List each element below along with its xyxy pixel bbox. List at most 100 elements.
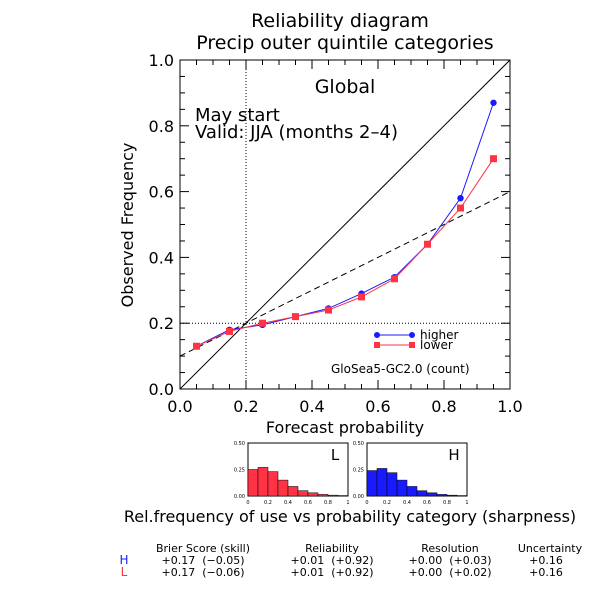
histogram-y-tick-label: 0.50 bbox=[234, 441, 245, 447]
y-tick-label: 1.0 bbox=[149, 51, 174, 70]
score-row-l-label: L bbox=[121, 565, 128, 579]
histogram-y-tick-label: 0.25 bbox=[353, 468, 364, 474]
histogram-bar bbox=[307, 492, 319, 497]
legend-higher-label: higher bbox=[420, 328, 459, 342]
main-axis-ticks: 0.0 0.2 0.4 0.6 0.8 1.0 0.0 0.2 0.4 0.6 0.8 1.0 bbox=[149, 51, 523, 416]
y-tick-label: 0.6 bbox=[149, 183, 174, 202]
score-header-resolution: Resolution bbox=[421, 542, 479, 555]
model-label: GloSea5-GC2.0 (count) bbox=[331, 362, 470, 376]
legend-lower-label: lower bbox=[420, 338, 453, 352]
legend-higher-marker-b bbox=[409, 332, 415, 338]
score-h-brier: +0.17 (−0.05) bbox=[162, 554, 245, 567]
histogram-bar bbox=[426, 492, 438, 497]
histogram-y-tick-label: 0.50 bbox=[353, 441, 364, 447]
data-point-lower bbox=[358, 293, 365, 301]
region-label: Global bbox=[315, 76, 376, 98]
data-point-higher bbox=[457, 194, 464, 202]
x-tick-label: 0.2 bbox=[233, 397, 258, 416]
histogram-x-tick-label: 1 bbox=[346, 500, 349, 506]
histogram-category-label: L bbox=[331, 446, 340, 464]
histogram-bar bbox=[317, 494, 329, 497]
data-point-lower bbox=[292, 313, 299, 321]
chart-title: Reliability diagram bbox=[251, 10, 429, 32]
histogram-y-tick-label: 0.00 bbox=[234, 494, 245, 500]
x-tick-label: 0.0 bbox=[167, 397, 192, 416]
chart-subtitle: Precip outer quintile categories bbox=[196, 32, 493, 54]
score-h-resolution: +0.00 (+0.03) bbox=[409, 554, 492, 567]
histogram-bar bbox=[386, 472, 398, 497]
data-point-lower bbox=[226, 327, 233, 335]
score-l-reliability: +0.01 (+0.92) bbox=[291, 566, 374, 579]
histogram-bar bbox=[366, 470, 378, 497]
histogram-x-tick-label: 1 bbox=[465, 500, 468, 506]
data-point-lower bbox=[193, 342, 200, 350]
valid-label: Valid: JJA (months 2–4) bbox=[195, 122, 398, 143]
histogram-category-label: H bbox=[448, 446, 459, 464]
y-tick-label: 0.8 bbox=[149, 117, 174, 136]
score-row-h-label: H bbox=[119, 553, 128, 567]
y-tick-label: 0.0 bbox=[149, 380, 174, 399]
histogram-x-tick-label: 0 bbox=[246, 500, 249, 506]
histogram-x-tick-label: 0.4 bbox=[403, 500, 411, 506]
sharpness-histogram-higher: 0.00 0.25 0.50 0 0.2 0.4 0.6 0.8 1 H bbox=[353, 441, 469, 506]
histogram-x-tick-label: 0.2 bbox=[264, 500, 272, 506]
score-h-uncertainty: +0.16 bbox=[529, 554, 563, 567]
legend-lower-marker-a bbox=[374, 342, 380, 348]
histogram-bar bbox=[267, 471, 279, 497]
histogram-bar bbox=[446, 494, 458, 497]
histogram-bar bbox=[257, 467, 269, 497]
x-tick-label: 0.8 bbox=[431, 397, 456, 416]
x-tick-label: 1.0 bbox=[497, 397, 522, 416]
legend-lower-marker-b bbox=[409, 342, 415, 348]
score-l-uncertainty: +0.16 bbox=[529, 566, 563, 579]
histogram-bar bbox=[297, 490, 309, 497]
data-point-lower bbox=[424, 240, 431, 248]
data-point-lower bbox=[457, 204, 464, 212]
sharpness-histogram-lower: 0.00 0.25 0.50 0 0.2 0.4 0.6 0.8 1 L bbox=[234, 441, 350, 506]
series-group bbox=[193, 99, 497, 350]
y-axis-title: Observed Frequency bbox=[118, 143, 137, 308]
x-tick-label: 0.6 bbox=[365, 397, 390, 416]
data-point-lower bbox=[490, 155, 497, 163]
histogram-x-tick-label: 0.6 bbox=[304, 500, 312, 506]
histogram-y-tick-label: 0.00 bbox=[353, 494, 364, 500]
score-h-reliability: +0.01 (+0.92) bbox=[291, 554, 374, 567]
legend: higher lower bbox=[374, 328, 459, 352]
histogram-y-tick-label: 0.25 bbox=[234, 468, 245, 474]
histogram-bar bbox=[406, 486, 418, 497]
sharpness-caption: Rel.frequency of use vs probability cate… bbox=[124, 507, 576, 526]
x-axis-title: Forecast probability bbox=[266, 418, 424, 437]
histogram-bar bbox=[277, 479, 289, 497]
data-point-lower bbox=[325, 306, 332, 314]
histogram-bar bbox=[327, 494, 339, 497]
histogram-x-tick-label: 0.4 bbox=[284, 500, 292, 506]
histogram-x-tick-label: 0.6 bbox=[423, 500, 431, 506]
scores-table: Brier Score (skill) Reliability Resoluti… bbox=[119, 542, 582, 579]
legend-higher-marker-a bbox=[374, 332, 380, 338]
histogram-x-tick-label: 0.2 bbox=[383, 500, 391, 506]
y-tick-label: 0.4 bbox=[149, 248, 174, 267]
data-point-lower bbox=[259, 319, 266, 327]
histogram-x-tick-label: 0 bbox=[365, 500, 368, 506]
histogram-bar bbox=[247, 469, 259, 497]
histogram-x-tick-label: 0.8 bbox=[324, 500, 332, 506]
histogram-bar bbox=[416, 490, 428, 497]
score-header-brier: Brier Score (skill) bbox=[156, 542, 250, 555]
perfect-reliability-line bbox=[179, 59, 511, 390]
x-tick-label: 0.4 bbox=[299, 397, 324, 416]
score-l-resolution: +0.00 (+0.02) bbox=[409, 566, 492, 579]
histogram-bar bbox=[287, 486, 299, 497]
series-line-lower bbox=[196, 158, 494, 347]
histogram-bar bbox=[396, 479, 408, 497]
histogram-bar bbox=[436, 494, 448, 497]
data-point-higher bbox=[490, 99, 497, 106]
data-point-lower bbox=[391, 275, 398, 283]
start-label: May start bbox=[195, 105, 280, 126]
histogram-x-tick-label: 0.8 bbox=[443, 500, 451, 506]
y-tick-label: 0.2 bbox=[149, 314, 174, 333]
histogram-bar bbox=[376, 468, 388, 497]
score-header-uncertainty: Uncertainty bbox=[518, 542, 583, 555]
score-l-brier: +0.17 (−0.06) bbox=[162, 566, 245, 579]
score-header-reliability: Reliability bbox=[305, 542, 359, 555]
